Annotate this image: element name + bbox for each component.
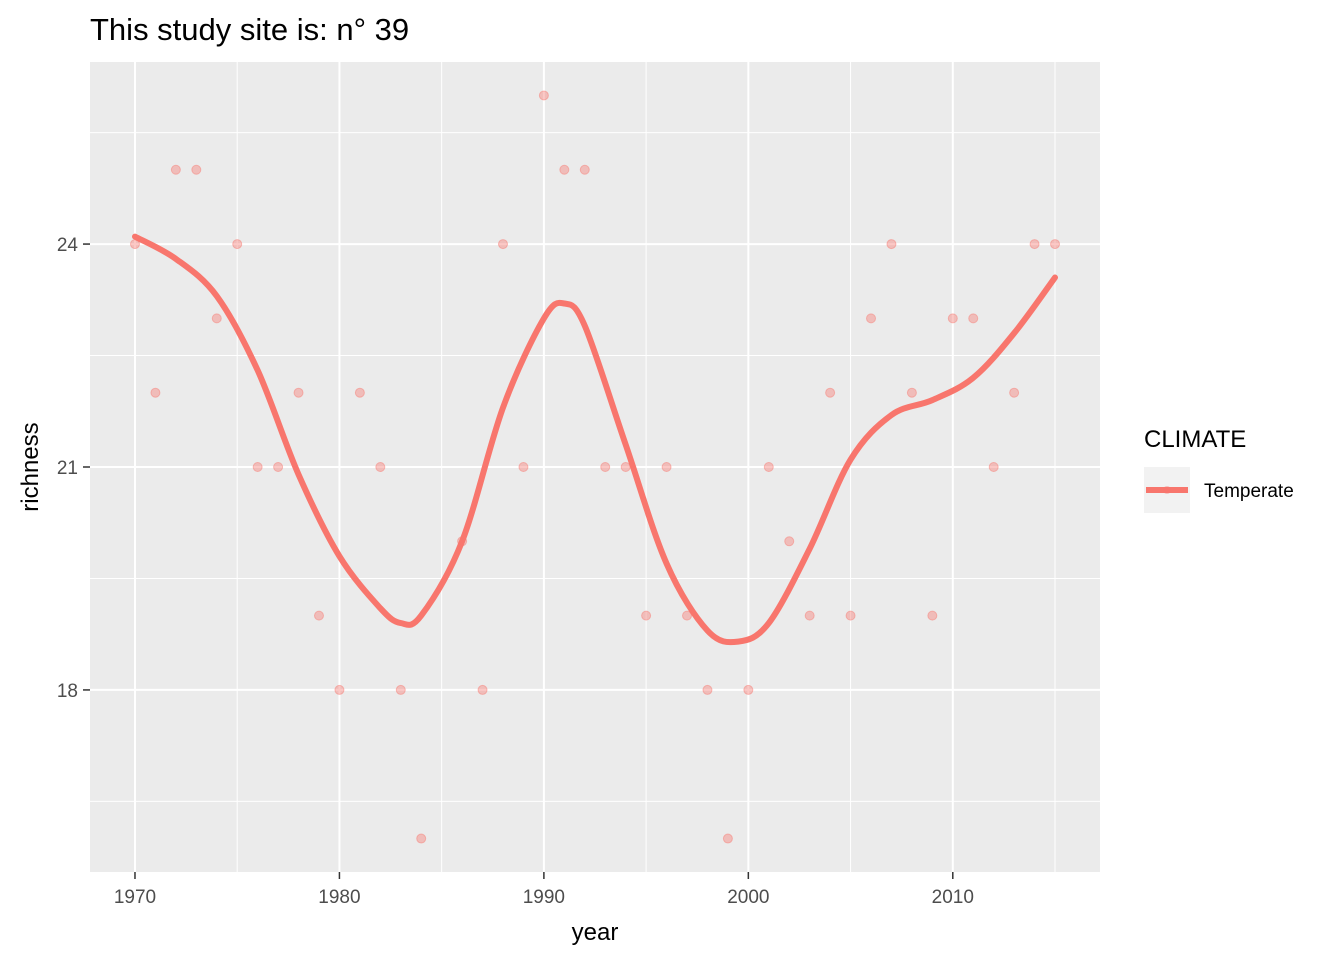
chart-title: This study site is: n° 39 <box>90 12 409 47</box>
data-point <box>968 313 979 324</box>
y-tick-label: 18 <box>57 681 78 702</box>
data-point <box>866 313 877 324</box>
data-point <box>988 462 999 472</box>
y-tick-label: 24 <box>57 235 79 256</box>
data-point <box>313 610 324 621</box>
data-point <box>293 387 304 398</box>
data-point <box>927 610 938 621</box>
x-tick-label: 1980 <box>318 887 360 908</box>
data-point <box>150 387 161 398</box>
data-point <box>661 462 672 472</box>
data-point <box>641 610 652 621</box>
major-grid <box>90 62 1100 872</box>
legend-title: CLIMATE <box>1144 426 1246 453</box>
data-point <box>559 164 570 175</box>
data-point <box>886 239 897 250</box>
x-tick-label: 1970 <box>114 887 156 908</box>
data-point <box>722 833 733 844</box>
data-point <box>1050 239 1061 250</box>
data-point <box>477 684 488 695</box>
legend-key-point <box>1163 486 1171 494</box>
data-point <box>682 610 693 621</box>
data-point <box>947 313 958 324</box>
x-tick-label: 1990 <box>523 887 565 908</box>
x-tick-label: 2000 <box>727 887 769 908</box>
data-point <box>702 684 713 695</box>
data-points <box>129 90 1061 844</box>
x-tick-label: 2010 <box>932 887 974 908</box>
data-point <box>1009 387 1020 398</box>
data-point <box>620 462 631 472</box>
data-point <box>334 684 345 695</box>
data-point <box>232 239 243 250</box>
data-point <box>579 164 590 175</box>
data-point <box>395 684 406 695</box>
data-point <box>497 239 508 250</box>
data-point <box>743 684 754 695</box>
legend: CLIMATE Temperate <box>1144 426 1294 513</box>
legend-label-temperate: Temperate <box>1204 481 1294 502</box>
data-point <box>170 164 181 175</box>
data-point <box>600 462 611 472</box>
data-point <box>191 164 202 175</box>
data-point <box>416 833 427 844</box>
x-axis-title: year <box>572 919 619 946</box>
data-point <box>825 387 836 398</box>
data-point <box>375 462 386 472</box>
y-axis-title: richness <box>17 422 44 511</box>
data-point <box>804 610 815 621</box>
data-point <box>784 536 795 547</box>
smooth-trend-line <box>132 233 1058 646</box>
x-axis: 1970 1980 1990 2000 2010 <box>114 872 974 908</box>
data-point <box>273 462 284 472</box>
data-point <box>1029 239 1040 250</box>
data-point <box>906 387 917 398</box>
data-point <box>252 462 263 472</box>
data-point <box>763 462 774 472</box>
data-point <box>845 610 856 621</box>
y-tick-label: 21 <box>57 458 78 479</box>
data-point <box>354 387 365 398</box>
data-point <box>518 462 529 472</box>
y-axis: 18 21 24 <box>57 235 90 702</box>
data-point <box>538 90 549 101</box>
data-point <box>211 313 222 324</box>
